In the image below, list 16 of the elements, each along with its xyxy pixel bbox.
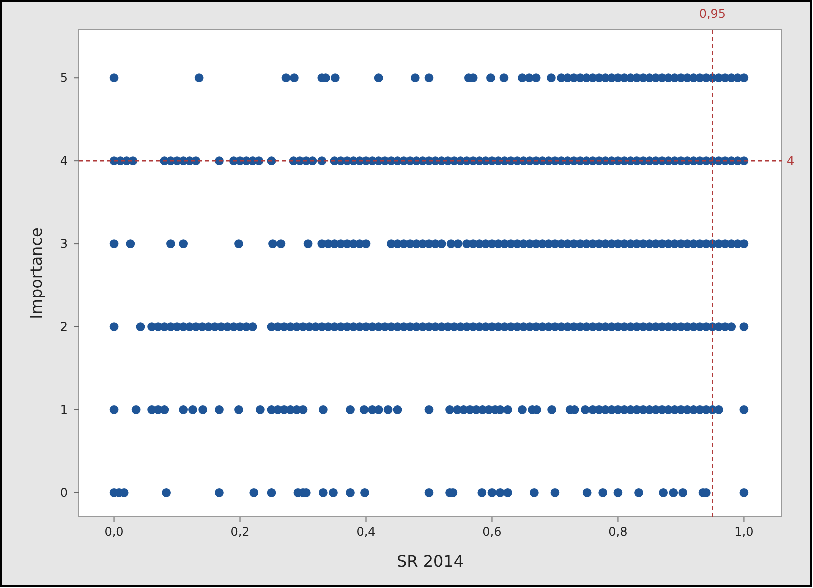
y-axis-title: Importance bbox=[27, 228, 46, 320]
y-tick-label: 3 bbox=[60, 237, 68, 252]
y-tick-label: 2 bbox=[60, 320, 68, 334]
x-tick-label: 0,6 bbox=[482, 525, 502, 539]
x-tick-label: 0,4 bbox=[356, 525, 376, 539]
x-axis-title: SR 2014 bbox=[396, 552, 464, 571]
ref-line-label: 0,95 bbox=[699, 7, 726, 21]
x-tick-label: 1,0 bbox=[734, 525, 754, 539]
y-tick-label: 5 bbox=[60, 71, 68, 86]
y-tick-label: 1 bbox=[60, 402, 68, 417]
x-tick-label: 0,0 bbox=[104, 525, 124, 539]
y-tick-label: 4 bbox=[60, 154, 68, 168]
x-tick-label: 0,8 bbox=[608, 525, 628, 539]
x-tick-label: 0,2 bbox=[230, 525, 250, 539]
ref-line-label: 4 bbox=[787, 154, 795, 168]
y-tick-label: 0 bbox=[60, 486, 68, 500]
